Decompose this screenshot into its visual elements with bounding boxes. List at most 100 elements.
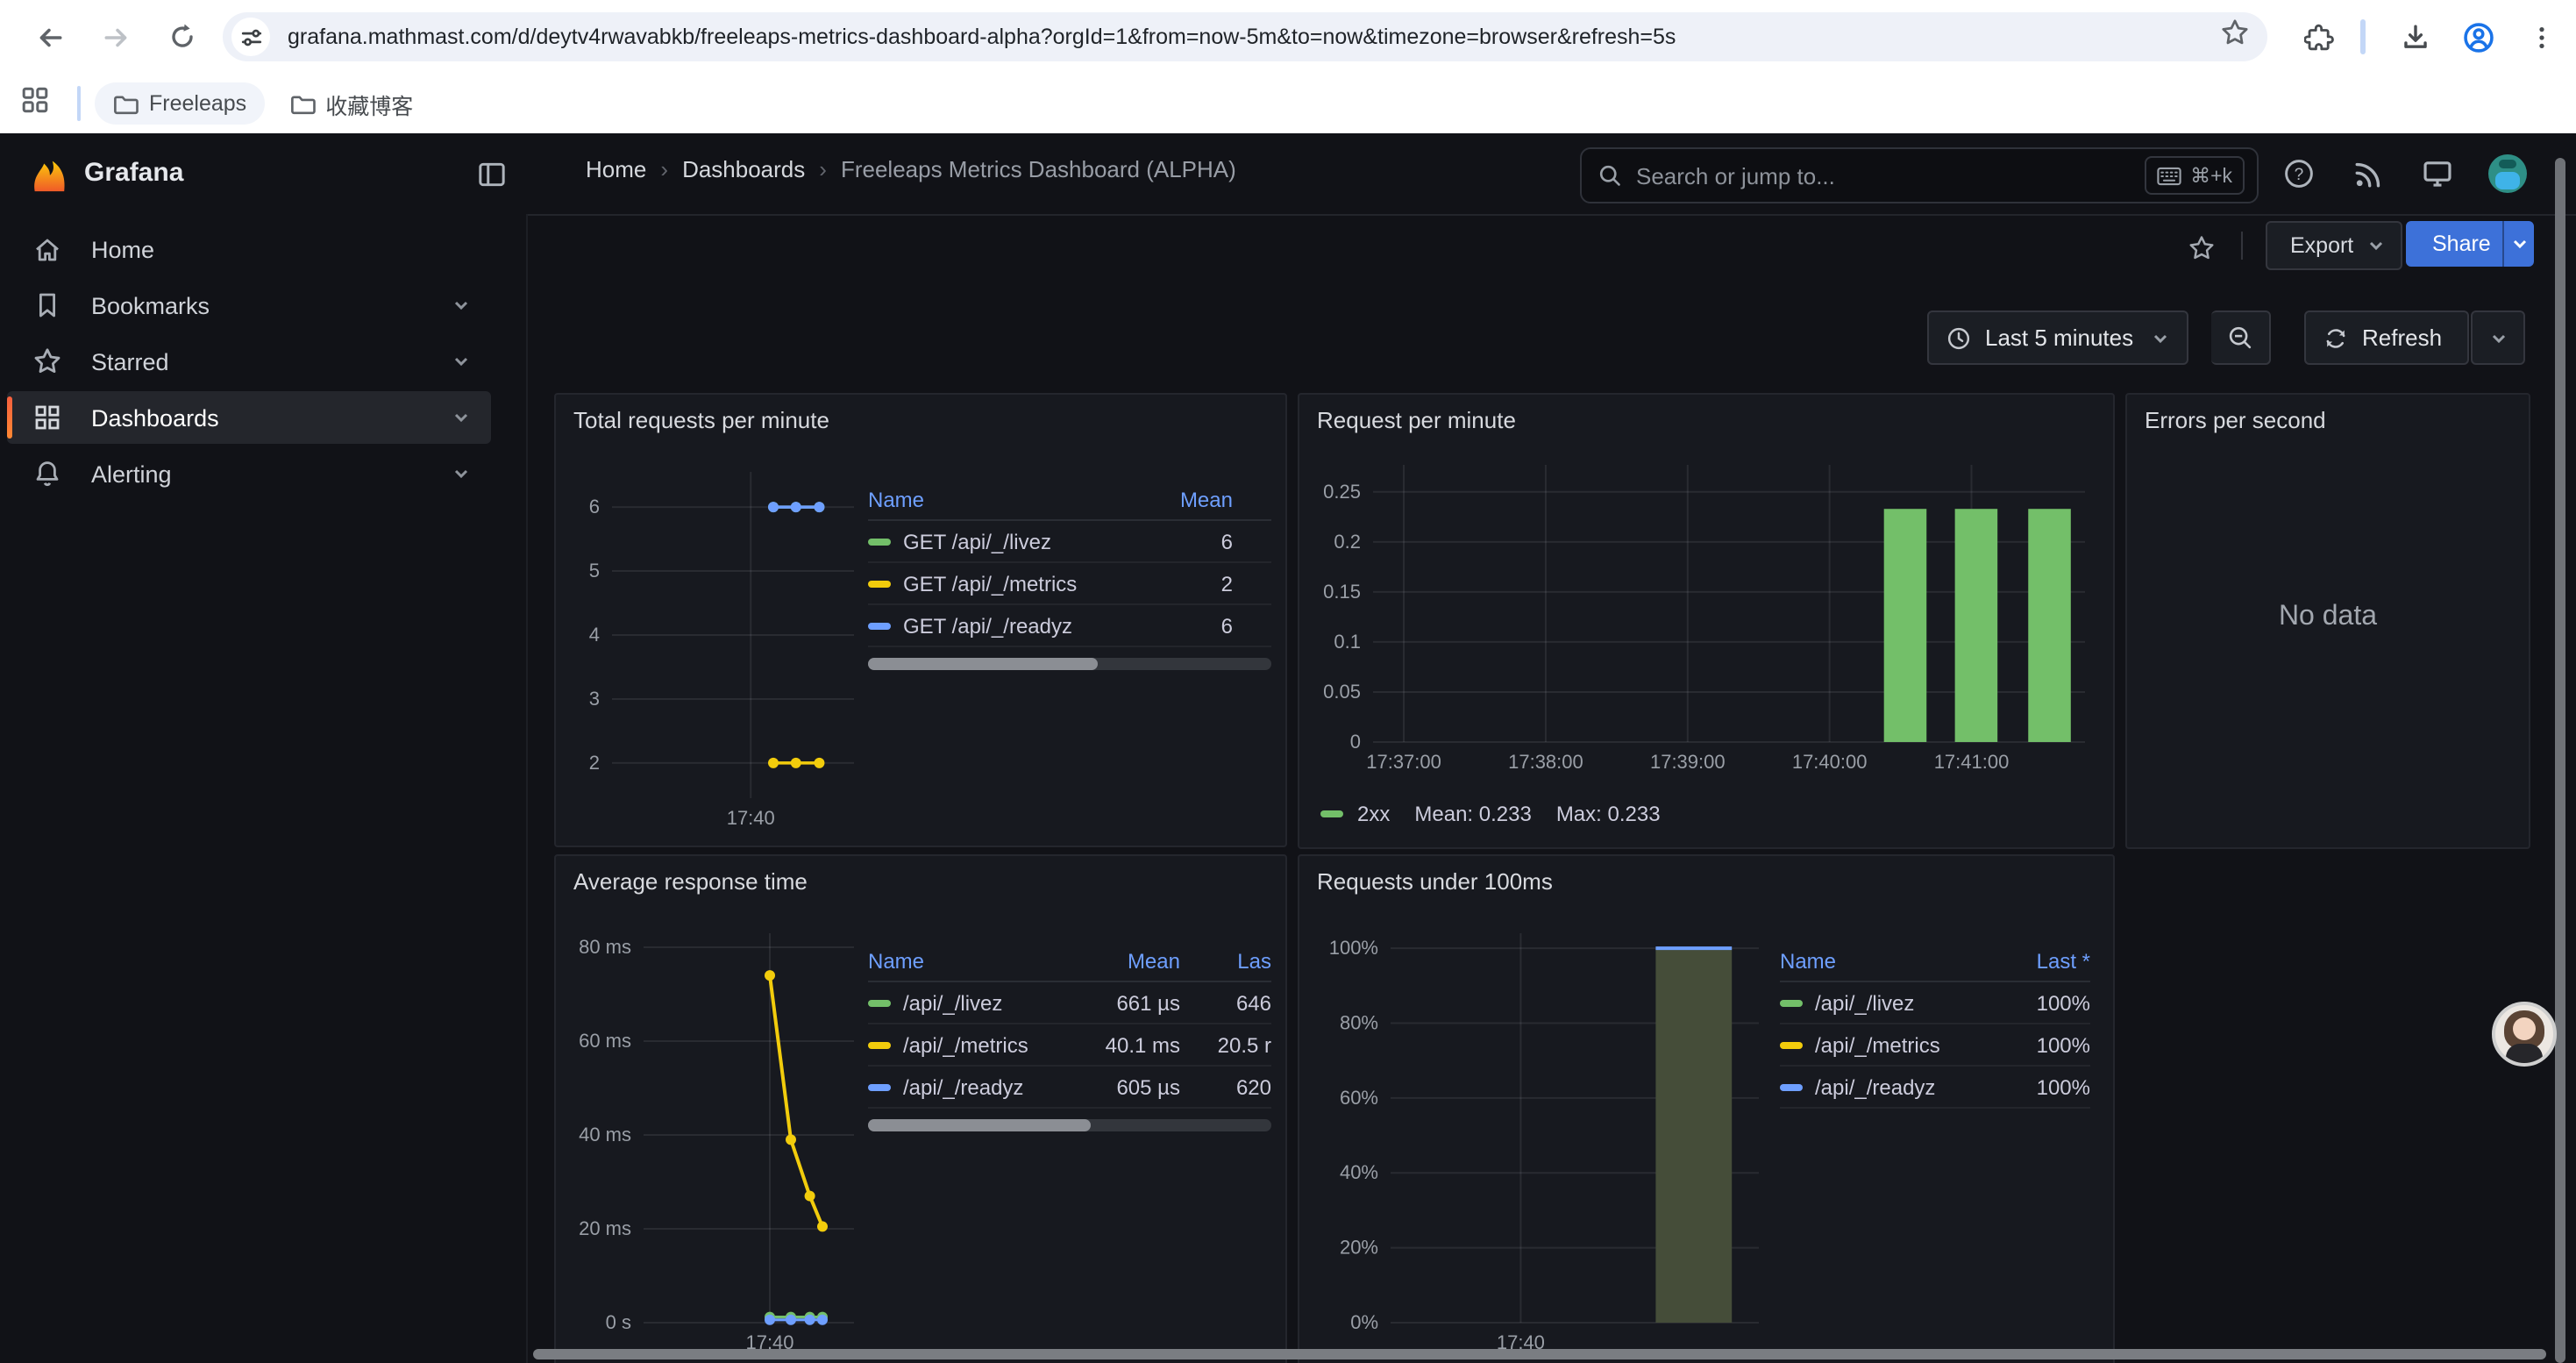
legend-header-last[interactable]: Las: [1180, 948, 1271, 973]
grafana-logo[interactable]: [28, 151, 68, 203]
series-name[interactable]: /api/_/livez: [1815, 990, 1914, 1015]
panel-title[interactable]: Requests under 100ms: [1317, 868, 1553, 895]
bookmark-folder-freeleaps[interactable]: Freeleaps: [95, 82, 264, 125]
site-settings-button[interactable]: [231, 18, 270, 56]
legend-scrollbar-track[interactable]: [868, 658, 1271, 670]
panel-title[interactable]: Errors per second: [2145, 407, 2326, 433]
legend-row[interactable]: GET /api/_/metrics 2: [868, 563, 1271, 605]
breadcrumb-separator: ›: [819, 156, 827, 182]
legend-scrollbar-track[interactable]: [868, 1119, 1271, 1131]
series-name[interactable]: 2xx: [1357, 802, 1390, 826]
apps-grid-button[interactable]: [21, 85, 49, 122]
legend-row[interactable]: /api/_/livez 661 µs 646: [868, 982, 1271, 1024]
assistant-avatar[interactable]: [2492, 1002, 2557, 1067]
display-button[interactable]: [2413, 149, 2462, 198]
sidebar-item-dashboards[interactable]: Dashboards: [7, 391, 491, 444]
series-name[interactable]: /api/_/metrics: [903, 1032, 1028, 1057]
brand-name[interactable]: Grafana: [84, 158, 183, 188]
sidebar-item-bookmarks[interactable]: Bookmarks: [7, 279, 491, 332]
zoom-out-time-button[interactable]: [2211, 310, 2271, 365]
legend-header-mean[interactable]: Mean: [1071, 948, 1180, 973]
legend-header-mean[interactable]: Mean: [1180, 487, 1271, 511]
keyboard-icon: [2157, 166, 2181, 185]
reload-button[interactable]: [158, 12, 207, 61]
monitor-icon: [2422, 158, 2453, 189]
legend-header-name[interactable]: Name: [1780, 948, 1992, 973]
browser-menu-button[interactable]: [2516, 12, 2565, 61]
bookmark-star-button[interactable]: [2220, 18, 2250, 56]
active-indicator: [7, 396, 12, 439]
timeseries-chart[interactable]: 0 s20 ms40 ms60 ms80 ms17:40: [570, 919, 868, 1361]
legend-row[interactable]: /api/_/livez 100%: [1780, 982, 2090, 1024]
vertical-scrollbar-thumb[interactable]: [2555, 158, 2565, 1363]
series-name[interactable]: GET /api/_/metrics: [903, 571, 1077, 596]
panel-average-response-time: Average response time 0 s20 ms40 ms60 ms…: [554, 854, 1287, 1363]
breadcrumb-current: Freeleaps Metrics Dashboard (ALPHA): [841, 156, 1236, 182]
sidebar-item-home[interactable]: Home: [7, 223, 491, 275]
bell-icon: [32, 458, 63, 489]
svg-text:60%: 60%: [1340, 1087, 1378, 1109]
back-button[interactable]: [25, 12, 74, 61]
series-name[interactable]: GET /api/_/livez: [903, 529, 1051, 553]
bookmark-folder-blogs[interactable]: 收藏博客: [271, 82, 431, 125]
user-avatar[interactable]: [2488, 154, 2527, 193]
favorite-dashboard-button[interactable]: [2176, 223, 2225, 272]
refresh-interval-button[interactable]: [2471, 310, 2525, 365]
series-swatch: [868, 1083, 891, 1090]
collapse-sidebar-button[interactable]: [466, 149, 516, 198]
export-button[interactable]: Export: [2266, 221, 2402, 270]
legend-line[interactable]: 2xx Mean: 0.233 Max: 0.233: [1320, 802, 1661, 826]
legend-row[interactable]: /api/_/readyz 605 µs 620: [868, 1067, 1271, 1109]
help-button[interactable]: ?: [2274, 149, 2323, 198]
share-button[interactable]: Share: [2406, 221, 2517, 267]
series-name[interactable]: /api/_/readyz: [903, 1074, 1023, 1099]
series-name[interactable]: GET /api/_/readyz: [903, 613, 1072, 638]
panel-title[interactable]: Total requests per minute: [573, 407, 829, 433]
panel-title[interactable]: Request per minute: [1317, 407, 1516, 433]
svg-text:17:40: 17:40: [727, 807, 775, 829]
series-name[interactable]: /api/_/livez: [903, 990, 1002, 1015]
svg-text:80%: 80%: [1340, 1011, 1378, 1033]
area-chart[interactable]: 0%20%40%60%80%100%17:40: [1313, 919, 1773, 1361]
legend-scrollbar-thumb[interactable]: [868, 658, 1098, 670]
legend-header-name[interactable]: Name: [868, 487, 1180, 511]
legend-row[interactable]: /api/_/metrics 100%: [1780, 1024, 2090, 1067]
panel-title[interactable]: Average response time: [573, 868, 808, 895]
svg-text:0.05: 0.05: [1323, 681, 1361, 703]
legend-header-last[interactable]: Last *: [1992, 948, 2090, 973]
series-name[interactable]: /api/_/readyz: [1815, 1074, 1935, 1099]
horizontal-scrollbar-thumb[interactable]: [533, 1349, 2546, 1359]
bookmark-star-icon: [2220, 18, 2250, 47]
legend-row[interactable]: GET /api/_/readyz 6: [868, 605, 1271, 647]
extensions-button[interactable]: [2294, 12, 2343, 61]
legend-table: Name Mean GET /api/_/livez 6 GET /api/_/…: [868, 479, 1271, 670]
news-button[interactable]: [2343, 149, 2392, 198]
sidebar-item-starred[interactable]: Starred: [7, 335, 491, 388]
breadcrumb-dashboards[interactable]: Dashboards: [682, 156, 805, 182]
breadcrumb-home[interactable]: Home: [586, 156, 646, 182]
time-range-picker[interactable]: Last 5 minutes: [1927, 310, 2188, 365]
series-name[interactable]: /api/_/metrics: [1815, 1032, 1940, 1057]
legend-row[interactable]: /api/_/metrics 40.1 ms 20.5 r: [868, 1024, 1271, 1067]
series-max: Max: 0.233: [1556, 802, 1661, 826]
search-input[interactable]: Search or jump to... ⌘+k: [1580, 147, 2259, 203]
url-bar[interactable]: grafana.mathmast.com/d/deytv4rwavabkb/fr…: [223, 12, 2267, 61]
series-swatch: [1780, 1083, 1803, 1090]
series-mean: 6: [1221, 613, 1271, 638]
downloads-button[interactable]: [2390, 12, 2439, 61]
refresh-button[interactable]: Refresh: [2304, 310, 2468, 365]
bar-chart[interactable]: 00.050.10.150.20.2517:37:0017:38:0017:39…: [1313, 451, 2099, 781]
legend-scrollbar-thumb[interactable]: [868, 1119, 1090, 1131]
legend-header-name[interactable]: Name: [868, 948, 1071, 973]
forward-button[interactable]: [91, 12, 140, 61]
legend-row[interactable]: /api/_/readyz 100%: [1780, 1067, 2090, 1109]
share-menu-button[interactable]: [2502, 221, 2534, 267]
series-swatch: [868, 999, 891, 1006]
profile-button[interactable]: [2453, 12, 2502, 61]
timeseries-chart[interactable]: 2345617:40: [570, 458, 868, 837]
legend-row[interactable]: GET /api/_/livez 6: [868, 521, 1271, 563]
star-icon: [2186, 232, 2216, 262]
sidebar-item-alerting[interactable]: Alerting: [7, 447, 491, 500]
svg-text:40 ms: 40 ms: [579, 1124, 631, 1145]
series-mean: 661 µs: [1071, 990, 1180, 1015]
